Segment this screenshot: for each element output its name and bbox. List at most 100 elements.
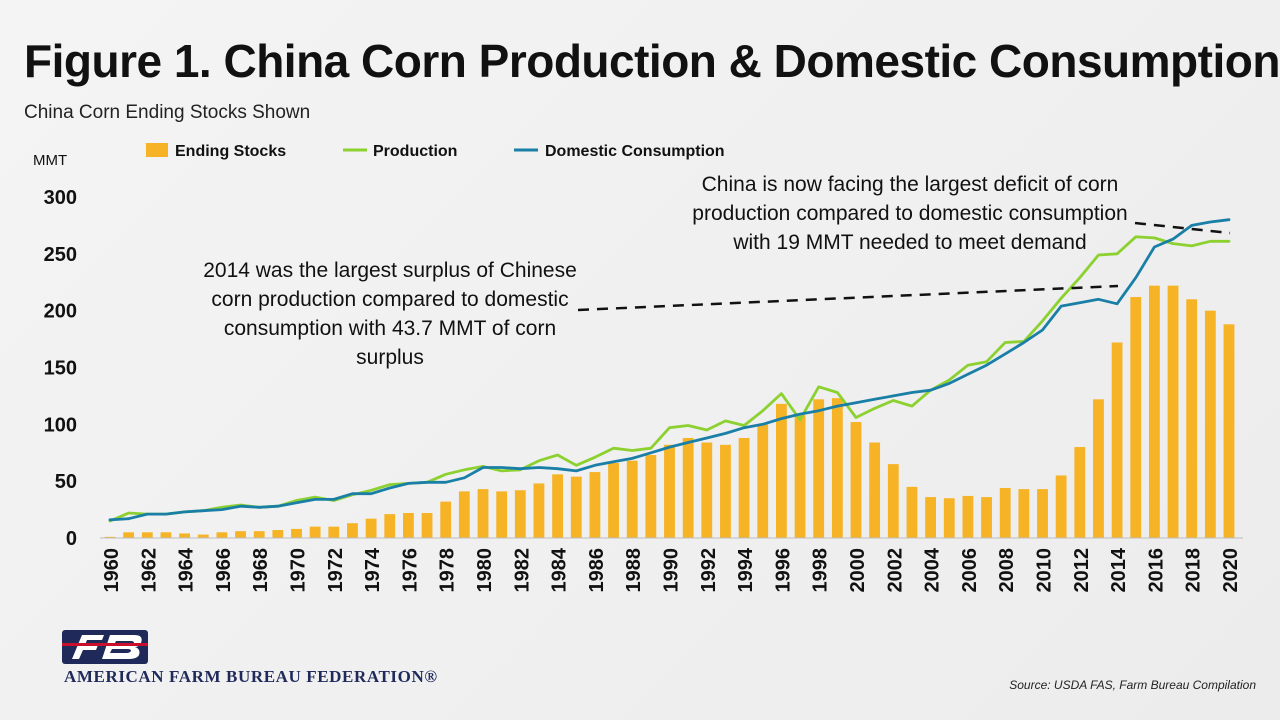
point-production-1994 [743,424,745,427]
bar-ending-stocks-1995 [757,424,769,538]
point-domestic-consumption-1969 [277,505,279,507]
point-production-1983 [538,460,540,462]
bar-ending-stocks-1979 [458,491,470,538]
x-tick-label-1972: 1972 [325,548,347,593]
point-production-1974 [370,489,372,491]
bar-ending-stocks-2015 [1130,297,1142,538]
bar-ending-stocks-1967 [235,531,246,538]
point-production-1970 [295,499,298,502]
bar-ending-stocks-1962 [141,532,153,538]
point-domestic-consumption-1980 [482,466,484,469]
point-domestic-consumption-1983 [538,466,540,469]
y-tick-label-100: 100 [44,414,77,436]
x-tick-label-1998: 1998 [810,548,832,593]
bar-ending-stocks-2016 [1148,285,1160,538]
x-tick-label-1988: 1988 [623,548,645,593]
bar-ending-stocks-1997 [794,415,806,538]
bar-ending-stocks-1960 [104,536,116,538]
x-tick-label-2006: 2006 [959,548,981,593]
bar-ending-stocks-2000 [850,422,862,538]
point-domestic-consumption-1994 [743,427,745,429]
point-production-1971 [314,496,316,498]
point-domestic-consumption-2002 [892,395,894,397]
point-domestic-consumption-1981 [501,466,503,469]
point-domestic-consumption-2009 [1023,341,1025,344]
point-production-2005 [948,379,950,381]
point-production-1992 [706,429,708,431]
point-domestic-consumption-2018 [1191,224,1193,227]
bar-ending-stocks-2006 [962,495,974,538]
point-production-2020 [1228,240,1230,242]
y-tick-label-0: 0 [66,528,77,550]
point-production-2007 [985,361,988,363]
y-tick-label-250: 250 [44,244,77,266]
bar-ending-stocks-1999 [831,398,843,538]
annotation-line-2014-surplus [577,284,1119,312]
bar-ending-stocks-1961 [123,532,135,538]
point-domestic-consumption-1988 [631,457,633,460]
point-domestic-consumption-1973 [351,493,354,495]
bar-ending-stocks-1985 [570,476,582,538]
point-domestic-consumption-1965 [202,510,204,512]
x-tick-label-1996: 1996 [772,548,794,593]
point-domestic-consumption-1985 [575,470,577,472]
bar-ending-stocks-1987 [608,462,619,538]
x-tick-label-1984: 1984 [549,547,571,592]
x-tick-label-1986: 1986 [586,548,608,593]
point-domestic-consumption-1976 [407,482,409,485]
x-tick-label-2008: 2008 [996,548,1018,593]
source-note: Source: USDA FAS, Farm Bureau Compilatio… [1009,678,1256,692]
point-domestic-consumption-1966 [221,508,223,511]
point-domestic-consumption-1978 [445,481,447,483]
bar-ending-stocks-1975 [384,514,396,538]
annotation-2020-deficit: China is now facing the largest deficit … [692,173,1128,254]
chart-title: Figure 1. China Corn Production & Domest… [24,35,1280,87]
bar-ending-stocks-2008 [999,487,1011,538]
point-domestic-consumption-1982 [519,468,521,470]
point-domestic-consumption-1996 [780,418,783,420]
point-domestic-consumption-1995 [762,423,764,425]
bar-ending-stocks-1976 [402,512,414,538]
point-production-2013 [1097,254,1100,256]
point-production-1985 [575,464,577,466]
point-domestic-consumption-1984 [557,468,559,470]
bar-ending-stocks-1982 [514,490,526,538]
bar-ending-stocks-1989 [645,455,657,538]
point-production-2019 [1209,240,1211,242]
bar-ending-stocks-1972 [328,526,340,538]
point-production-1998 [818,386,820,388]
bar-ending-stocks-1996 [775,403,787,538]
x-tick-label-2010: 2010 [1034,548,1056,593]
point-domestic-consumption-1992 [706,437,708,439]
point-production-2002 [892,399,894,402]
point-production-1990 [668,427,671,429]
x-tick-label-1994: 1994 [735,547,757,592]
point-domestic-consumption-2003 [911,391,913,394]
x-tick-label-1966: 1966 [213,548,235,593]
point-production-1987 [612,447,615,449]
point-domestic-consumption-1971 [314,498,316,500]
point-production-1999 [836,391,838,394]
x-tick-label-1990: 1990 [661,548,683,593]
point-production-1997 [799,419,801,421]
bar-ending-stocks-1993 [720,444,731,538]
point-domestic-consumption-1974 [370,493,372,495]
org-name: AMERICAN FARM BUREAU FEDERATION® [64,667,438,686]
point-production-1989 [650,447,652,449]
point-domestic-consumption-1991 [687,441,689,444]
point-domestic-consumption-1998 [818,410,820,412]
point-production-2011 [1060,297,1062,299]
point-domestic-consumption-1963 [165,513,167,515]
bar-ending-stocks-2001 [869,442,881,538]
x-tick-label-1968: 1968 [250,548,272,593]
point-production-1993 [724,420,727,422]
bar-ending-stocks-1963 [160,532,172,538]
point-production-2000 [855,416,857,419]
bar-ending-stocks-1966 [216,532,228,538]
point-domestic-consumption-1977 [426,481,428,483]
point-domestic-consumption-1975 [389,487,391,489]
point-domestic-consumption-1986 [594,464,596,466]
bar-ending-stocks-2020 [1223,324,1235,538]
point-domestic-consumption-2010 [1041,329,1044,331]
point-domestic-consumption-2001 [874,398,876,400]
